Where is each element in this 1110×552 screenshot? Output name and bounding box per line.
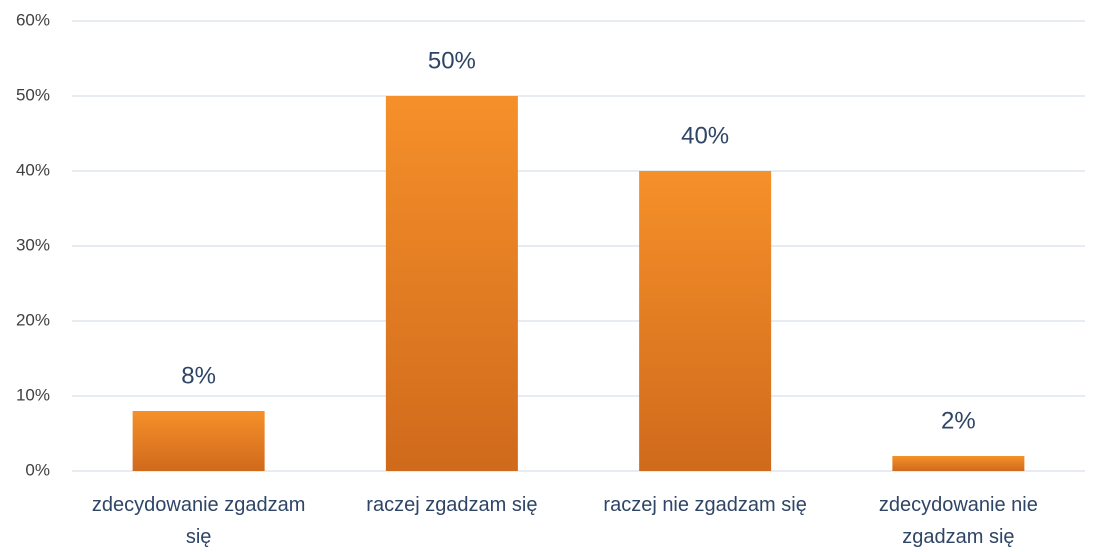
value-label: 50% xyxy=(428,47,476,74)
x-tick-label: zdecydowanie zgadzam się xyxy=(92,494,305,548)
value-label: 2% xyxy=(941,407,976,434)
value-label: 8% xyxy=(181,362,216,389)
y-tick-label: 30% xyxy=(16,235,50,254)
y-tick-label: 40% xyxy=(16,160,50,179)
x-tick-label: raczej zgadzam się xyxy=(366,494,537,516)
value-label: 40% xyxy=(681,122,729,149)
y-tick-label: 0% xyxy=(25,460,50,479)
y-tick-label: 20% xyxy=(16,310,50,329)
y-tick-label: 50% xyxy=(16,85,50,104)
bar xyxy=(385,96,518,471)
x-tick-label: zdecydowanie nie zgadzam się xyxy=(879,494,1038,548)
x-tick-label: raczej nie zgadzam się xyxy=(603,494,806,516)
bar xyxy=(892,456,1025,471)
y-tick-label: 10% xyxy=(16,385,50,404)
bar xyxy=(132,411,265,471)
bar xyxy=(639,171,772,471)
y-tick-label: 60% xyxy=(16,10,50,29)
